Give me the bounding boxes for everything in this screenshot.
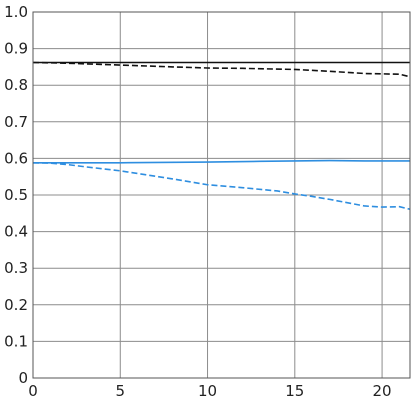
series-lines (32, 61, 411, 211)
y-tick-label: 0.4 (4, 223, 28, 241)
series-line-3 (32, 161, 411, 211)
y-tick-label: 0.6 (4, 149, 28, 167)
x-tick-label: 20 (373, 382, 392, 400)
series-line-1 (32, 61, 411, 78)
y-tick-label: 1.0 (4, 3, 28, 21)
x-tick-label: 10 (198, 382, 217, 400)
grid (32, 11, 410, 379)
x-axis-tick-labels: 0 5 10 15 20 (28, 382, 391, 400)
y-tick-label: 0.7 (4, 113, 28, 131)
y-tick-label: 0.1 (4, 332, 28, 350)
x-tick-label: 5 (115, 382, 125, 400)
y-tick-label: 0 (18, 369, 28, 387)
plot-frame (32, 11, 411, 379)
y-tick-label: 0.2 (4, 296, 28, 314)
y-tick-label: 0.9 (4, 40, 28, 58)
x-tick-label: 15 (285, 382, 304, 400)
y-tick-label: 0.3 (4, 259, 28, 277)
series-line-2 (33, 159, 410, 164)
y-axis-tick-labels: 0 0.1 0.2 0.3 0.4 0.5 0.6 0.7 0.8 0.9 1.0 (4, 3, 28, 387)
x-tick-label: 0 (28, 382, 38, 400)
y-tick-label: 0.5 (4, 186, 28, 204)
y-tick-label: 0.8 (4, 76, 28, 94)
